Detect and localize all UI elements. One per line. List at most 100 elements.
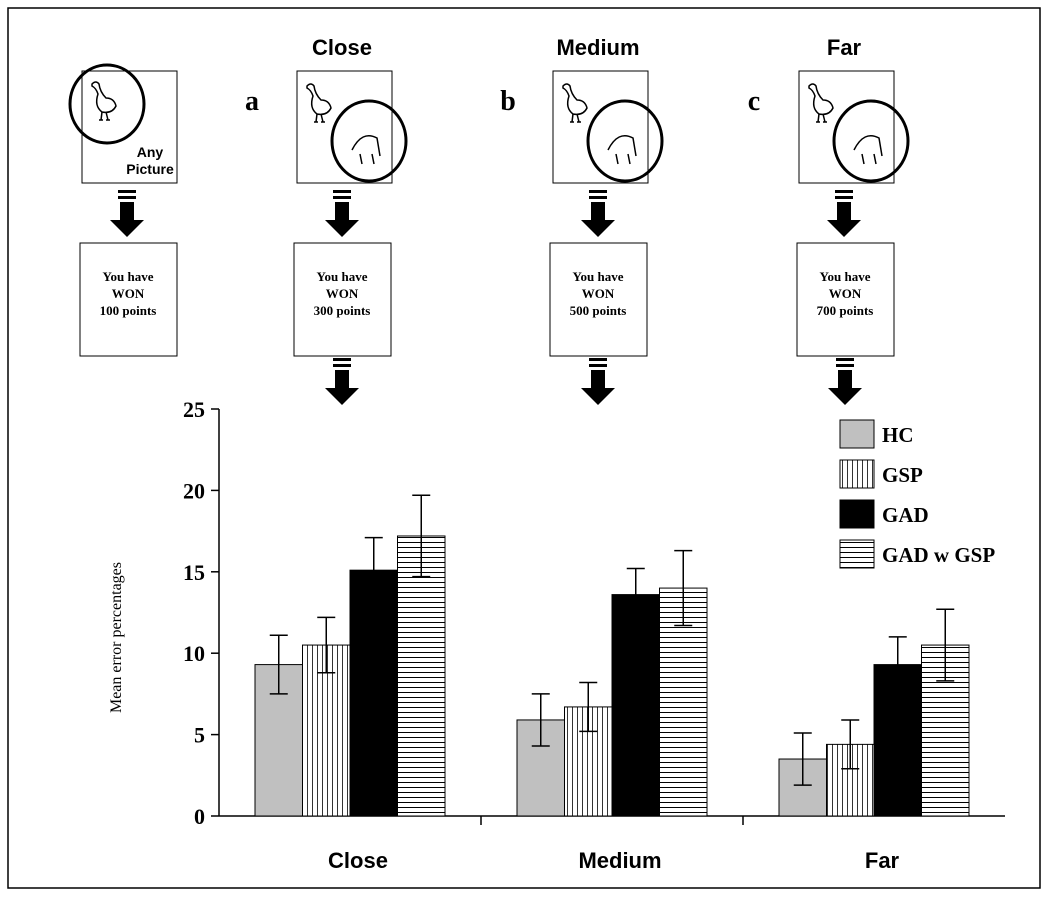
y-tick-label: 25 [183,397,205,422]
arrow-bar [589,358,607,361]
error-bar [793,732,812,786]
panel-title: Medium [556,35,639,60]
error-bar [674,549,693,627]
error-bar [936,608,955,682]
arrow-bar [589,190,607,193]
y-tick-label: 5 [194,723,205,748]
arrow-head [581,220,615,237]
reward-text: You have [820,269,871,284]
legend-label: GAD [882,503,929,527]
arrow-bar [589,196,607,199]
reward-box [293,242,392,357]
arrow-shaft [335,370,349,390]
legend-label: HC [882,423,914,447]
arrow-bar [333,364,351,367]
duck-legs [570,113,581,123]
arrow-bar [118,190,136,193]
arrow-bar [589,364,607,367]
reward-text: 300 points [314,303,371,318]
arrow-head [110,220,144,237]
arrow-head [325,388,359,405]
arrow-head [581,388,615,405]
legend-label: GAD w GSP [882,543,995,567]
duck-icon [306,83,332,123]
picture-box [798,70,895,184]
arrow-bar [333,190,351,193]
error-bar [579,681,598,733]
arrow [325,358,359,405]
arrow-head [827,220,861,237]
duck-body [808,83,834,116]
arrow-bar [333,196,351,199]
duck-legs [816,113,827,123]
y-axis-title: Mean error percentages [108,562,125,713]
picture-icon [853,135,883,165]
picture-label: Any [137,144,164,160]
picture-icon [351,135,381,165]
reward-text: WON [829,286,862,301]
choice-circle [330,99,408,183]
choice-circle [832,99,910,183]
arrow [110,190,144,237]
picture-icon [607,135,637,165]
arrow-bar [333,358,351,361]
picture-box [552,70,649,184]
error-bar [269,634,288,695]
duck-legs [314,113,325,123]
error-bar [412,494,431,578]
picture-box [296,70,393,184]
reward-text: WON [326,286,359,301]
arrow [828,358,862,405]
arrow-bar [835,190,853,193]
arrow [827,190,861,237]
reward-text: 500 points [570,303,627,318]
panel-title: Close [312,35,372,60]
arrow-shaft [591,202,605,222]
bar [397,535,446,817]
reward-text: 100 points [100,303,157,318]
reward-text: You have [103,269,154,284]
duck-body [562,83,588,116]
arrow-shaft [335,202,349,222]
duck-icon [808,83,834,123]
arrow-shaft [838,370,852,390]
frame [7,7,1041,889]
bar [349,569,398,817]
duck-icon [91,81,117,121]
arrow-shaft [591,370,605,390]
arrow-bar [836,364,854,367]
arrow-shaft [837,202,851,222]
error-bar [531,693,550,747]
legend-swatch [839,539,875,569]
x-tick-label: Close [328,848,388,873]
error-bar [364,536,383,604]
reward-text: You have [317,269,368,284]
panel-letter: c [748,86,760,117]
legend-swatch [839,419,875,449]
picture-label: Picture [126,161,174,177]
error-bar [841,719,860,770]
bar [611,594,660,817]
error-bar [317,616,336,674]
duck-body [306,83,332,116]
duck-legs [99,111,110,121]
reward-box [549,242,648,357]
reward-box [796,242,895,357]
y-tick-label: 0 [194,804,205,829]
duck-icon [562,83,588,123]
reward-box [79,242,178,357]
reward-text: WON [112,286,145,301]
legend-label: GSP [882,463,923,487]
arrow [581,190,615,237]
reward-text: WON [582,286,615,301]
x-tick-label: Medium [578,848,661,873]
x-tick-label: Far [865,848,900,873]
choice-circle [68,63,146,145]
reward-text: 700 points [817,303,874,318]
picture-box [81,70,178,184]
arrow-head [828,388,862,405]
arrow [581,358,615,405]
y-tick-label: 10 [183,641,205,666]
y-tick-label: 15 [183,560,205,585]
arrow-bar [118,196,136,199]
